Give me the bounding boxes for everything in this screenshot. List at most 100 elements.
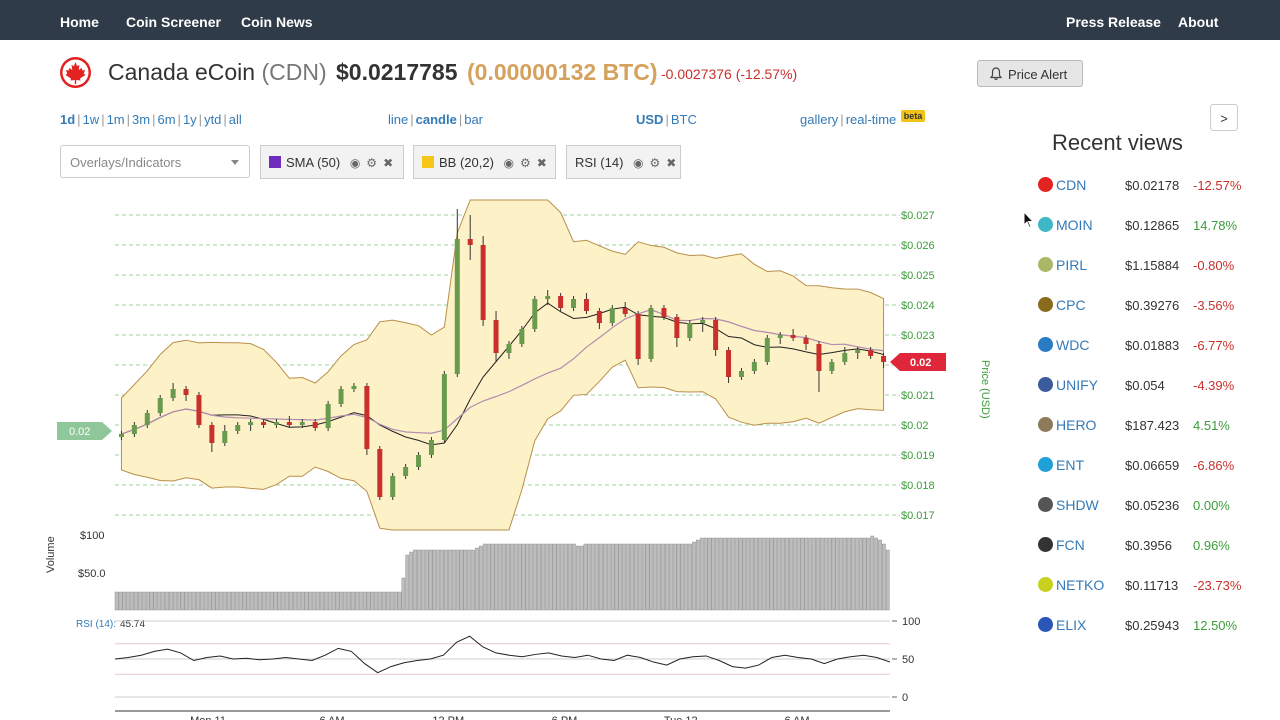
range-1d[interactable]: 1d xyxy=(60,112,76,127)
volume-bar xyxy=(738,537,743,611)
range-ytd[interactable]: ytd xyxy=(204,112,222,127)
volume-bar xyxy=(773,537,778,611)
volume-bar xyxy=(234,591,239,611)
volume-bar xyxy=(564,543,568,611)
eye-icon[interactable]: ◉ xyxy=(503,156,515,170)
volume-bar xyxy=(172,591,177,611)
range-1m[interactable]: 1m xyxy=(106,112,125,127)
fcn-coin-icon xyxy=(1038,537,1053,552)
recent-item-symbol[interactable]: FCN xyxy=(1056,537,1085,553)
volume-bar xyxy=(758,537,762,611)
recent-item-hero[interactable]: HERO $187.423 4.51% xyxy=(1036,416,1266,440)
recent-item-symbol[interactable]: UNIFY xyxy=(1056,377,1098,393)
nav-coin-screener[interactable]: Coin Screener xyxy=(126,14,221,30)
recent-item-symbol[interactable]: WDC xyxy=(1056,337,1090,353)
recent-item-symbol[interactable]: PIRL xyxy=(1056,257,1088,273)
recent-item-symbol[interactable]: HERO xyxy=(1056,417,1097,433)
volume-bar xyxy=(281,591,286,611)
volume-bar xyxy=(750,537,754,611)
recent-item-cdn[interactable]: CDN $0.02178 -12.57% xyxy=(1036,176,1266,200)
candle xyxy=(273,422,279,425)
wdc-coin-icon xyxy=(1038,337,1053,352)
range-1y[interactable]: 1y xyxy=(182,112,197,127)
close-icon[interactable]: ✖ xyxy=(536,156,547,170)
recent-item-symbol[interactable]: SHDW xyxy=(1056,497,1099,513)
recent-item-price: $0.06659 xyxy=(1125,458,1180,473)
recent-item-pirl[interactable]: PIRL $1.15884 -0.80% xyxy=(1036,256,1266,280)
close-icon[interactable]: ✖ xyxy=(666,156,677,170)
rsi-line xyxy=(114,635,891,674)
volume-bar xyxy=(785,537,789,611)
recent-item-netko[interactable]: NETKO $0.11713 -23.73% xyxy=(1036,576,1266,600)
indicator-bb[interactable]: BB (20,2) ◉ ⚙ ✖ xyxy=(413,145,556,179)
range-6m[interactable]: 6m xyxy=(157,112,176,127)
candle xyxy=(751,362,757,371)
coin-logo-icon xyxy=(60,57,91,88)
recent-item-symbol[interactable]: ENT xyxy=(1056,457,1084,473)
eye-icon[interactable]: ◉ xyxy=(349,156,361,170)
indicator-rsi[interactable]: RSI (14) ◉ ⚙ ✖ xyxy=(566,145,681,179)
recent-item-unify[interactable]: UNIFY $0.054 -4.39% xyxy=(1036,376,1266,400)
recent-item-cpc[interactable]: CPC $0.39276 -3.56% xyxy=(1036,296,1266,320)
recent-item-moin[interactable]: MOIN $0.12865 14.78% xyxy=(1036,216,1266,240)
gear-icon[interactable]: ⚙ xyxy=(520,156,531,170)
range-1w[interactable]: 1w xyxy=(82,112,100,127)
volume-bar xyxy=(761,537,766,611)
nav-coin-news[interactable]: Coin News xyxy=(241,14,313,30)
volume-bar xyxy=(742,537,747,611)
recent-item-symbol[interactable]: CDN xyxy=(1056,177,1087,193)
recent-item-price: $0.11713 xyxy=(1125,578,1179,593)
volume-bar xyxy=(552,543,557,611)
volume-bar xyxy=(459,549,464,611)
volume-bar xyxy=(130,591,134,611)
volume-bar xyxy=(250,591,255,611)
unify-coin-icon xyxy=(1038,377,1053,392)
coin-name: Canada eCoin xyxy=(108,59,256,85)
indicator-sma[interactable]: SMA (50) ◉ ⚙ ✖ xyxy=(260,145,404,179)
recent-item-fcn[interactable]: FCN $0.3956 0.96% xyxy=(1036,536,1266,560)
currency-usd[interactable]: USD xyxy=(636,112,664,127)
beta-badge: beta xyxy=(900,110,926,122)
volume-bar xyxy=(746,537,751,611)
recent-item-shdw[interactable]: SHDW $0.05236 0.00% xyxy=(1036,496,1266,520)
volume-bar xyxy=(420,549,425,611)
volume-bar xyxy=(603,543,607,611)
price-alert-button[interactable]: Price Alert xyxy=(977,60,1083,87)
recent-item-symbol[interactable]: ELIX xyxy=(1056,617,1087,633)
volume-bar xyxy=(657,543,661,611)
realtime-link[interactable]: real-time xyxy=(845,112,897,127)
volume-bar xyxy=(568,543,572,611)
volume-bar xyxy=(653,543,658,611)
price-chart[interactable]: $0.017$0.018$0.019$0.02$0.021$0.022$0.02… xyxy=(40,190,1000,720)
type-bar[interactable]: bar xyxy=(464,112,484,127)
recent-item-wdc[interactable]: WDC $0.01883 -6.77% xyxy=(1036,336,1266,360)
recent-item-elix[interactable]: ELIX $0.25943 12.50% xyxy=(1036,616,1266,640)
gallery-link[interactable]: gallery xyxy=(800,112,839,127)
recent-item-symbol[interactable]: NETKO xyxy=(1056,577,1105,593)
currency-btc[interactable]: BTC xyxy=(670,112,697,127)
gear-icon[interactable]: ⚙ xyxy=(649,156,661,170)
nav-about[interactable]: About xyxy=(1178,14,1219,30)
overlays-dropdown[interactable]: Overlays/Indicators xyxy=(60,145,250,178)
y-axis-label: Price (USD) xyxy=(979,360,991,419)
close-icon[interactable]: ✖ xyxy=(383,156,394,170)
type-candle[interactable]: candle xyxy=(415,112,457,127)
gear-icon[interactable]: ⚙ xyxy=(366,156,378,170)
recent-item-symbol[interactable]: MOIN xyxy=(1056,217,1093,233)
range-all[interactable]: all xyxy=(228,112,242,127)
volume-bar xyxy=(308,591,313,611)
recent-item-price: $0.12865 xyxy=(1125,218,1180,233)
range-3m[interactable]: 3m xyxy=(132,112,151,127)
volume-bar xyxy=(118,591,123,611)
recent-toggle-button[interactable]: > xyxy=(1210,104,1238,131)
recent-item-symbol[interactable]: CPC xyxy=(1056,297,1086,313)
nav-home[interactable]: Home xyxy=(60,14,99,30)
type-line[interactable]: line xyxy=(388,112,409,127)
recent-item-change: -12.57% xyxy=(1193,178,1242,193)
volume-bar xyxy=(413,549,417,611)
bb-middle-line xyxy=(121,302,884,446)
recent-item-ent[interactable]: ENT $0.06659 -6.86% xyxy=(1036,456,1266,480)
nav-press-release[interactable]: Press Release xyxy=(1066,14,1161,30)
eye-icon[interactable]: ◉ xyxy=(633,156,644,170)
volume-bar xyxy=(366,591,371,611)
